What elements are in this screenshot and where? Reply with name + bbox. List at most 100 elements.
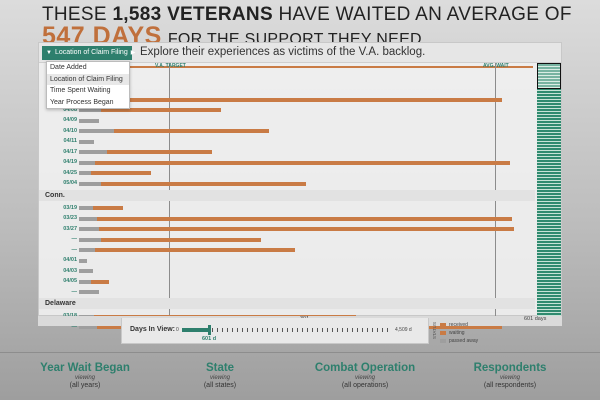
filter-viewing-label: viewing (354, 375, 375, 381)
claim-row[interactable]: — (39, 287, 535, 298)
claim-row[interactable]: 04/19 (39, 157, 535, 168)
filter-viewing-label: viewing (74, 375, 95, 381)
filter-value: (all states) (203, 382, 237, 389)
claim-row[interactable]: 04/03 (39, 266, 535, 277)
claim-row[interactable]: 05/04 (39, 178, 535, 189)
claim-row[interactable]: 04/01 (39, 255, 535, 266)
waiting-bar (101, 108, 221, 112)
claim-row[interactable]: 04/09 (39, 115, 535, 126)
status-legend: STATUS received waiting passed away (432, 320, 502, 346)
legend-item: passed away (440, 338, 478, 344)
claim-date-label: 04/25 (63, 169, 77, 176)
slider-min-label: 0 (176, 327, 179, 333)
claim-row[interactable]: 04/08 (39, 105, 535, 116)
legend-label: received (449, 322, 468, 328)
claim-date-label: 04/08 (63, 106, 77, 113)
days-in-view-label: Days In View: (130, 326, 176, 333)
claim-date-label: 04/09 (63, 117, 77, 123)
pre-claim-bar (79, 258, 87, 263)
filter-respondents[interactable]: Respondents viewing (all respondents) (445, 362, 575, 389)
claim-row[interactable]: 04/05 (39, 276, 535, 287)
legend-swatch (440, 331, 446, 335)
filter-state[interactable]: State viewing (all states) (155, 362, 285, 389)
avg-wait-label: AVG. WAIT (483, 63, 509, 69)
days-slider-fill (182, 328, 210, 332)
filter-combat-operation[interactable]: Combat Operation viewing (all operations) (300, 362, 430, 389)
legend-label: passed away (449, 338, 479, 344)
claim-date-label: — (71, 236, 78, 242)
filter-title: Combat Operation (314, 362, 416, 374)
veteran-count: 1,583 VETERANS (112, 4, 273, 25)
claim-row[interactable]: 03/27 (39, 224, 535, 235)
sort-option[interactable]: Date Added (50, 64, 87, 71)
headline: THESE 1,583 VETERANS HAVE WAITED AN AVER… (42, 4, 571, 51)
claim-date-label: 05/04 (63, 180, 77, 186)
sort-option[interactable]: Location of Claim Filing (47, 73, 129, 85)
sort-dropdown-button[interactable]: ▼ Location of Claim Filing ▶ (42, 46, 135, 60)
days-slider-handle[interactable] (208, 325, 211, 335)
claim-date-label: — (71, 288, 78, 295)
headline-suffix: HAVE WAITED AN AVERAGE OF (272, 4, 572, 25)
claim-row[interactable]: 04/10 (39, 126, 535, 137)
pre-claim-bar (79, 129, 114, 133)
minimap-viewport-handle[interactable] (537, 63, 561, 89)
pre-claim-bar (79, 279, 91, 284)
claim-row[interactable]: — (39, 234, 535, 245)
legend-item: received (440, 322, 468, 328)
pre-claim-bar (79, 108, 101, 112)
slider-value: 601 d (202, 336, 217, 342)
claim-row[interactable]: — (39, 245, 535, 256)
legend-swatch (440, 323, 446, 327)
sort-label: Location of Claim Filing (54, 49, 128, 56)
sort-option[interactable]: Year Process Began (50, 98, 114, 106)
pre-claim-bar (79, 206, 93, 210)
claim-date-label: 04/03 (63, 267, 77, 274)
claim-row[interactable]: 03/23 (39, 213, 535, 224)
claim-row[interactable]: 04/11 (39, 136, 535, 147)
scroll-minimap[interactable] (537, 63, 561, 317)
waiting-bar (95, 160, 510, 165)
chart-top-bar (79, 66, 533, 68)
claim-row[interactable]: 04/25 (39, 168, 535, 179)
headline-line-1: THESE 1,583 VETERANS HAVE WAITED AN AVER… (42, 4, 571, 25)
claim-date-label: 04/17 (63, 148, 77, 155)
pre-claim-bar (79, 269, 93, 273)
pre-claim-bar (79, 227, 99, 231)
pre-claim-bar (79, 216, 97, 221)
sort-option[interactable]: Time Spent Waiting (50, 87, 111, 94)
waiting-bar (101, 181, 306, 186)
pre-claim-bar (79, 150, 107, 154)
filter-value: (all years) (69, 382, 101, 389)
pre-claim-bar (79, 325, 97, 329)
waiting-bar (101, 237, 261, 242)
waiting-bar (93, 206, 123, 210)
waiting-bar (91, 171, 151, 175)
claim-date-label: 04/10 (63, 127, 77, 134)
legend-label: waiting (449, 330, 465, 336)
filter-value: (all respondents) (483, 382, 537, 389)
filter-year-wait-began[interactable]: Year Wait Began viewing (all years) (20, 362, 150, 389)
waiting-bar (114, 129, 269, 133)
filter-value: (all operations) (341, 382, 389, 389)
pre-claim-bar (79, 181, 101, 186)
waiting-bar (97, 216, 512, 221)
days-in-view-control: Days In View: 0 601 d 4,509 d (121, 318, 429, 344)
legend-swatch (440, 339, 446, 343)
slider-max-label: 4,509 d (395, 327, 412, 333)
claim-row[interactable]: 03/19 (39, 203, 535, 214)
claim-row[interactable]: 04/17 (39, 147, 535, 158)
pre-claim-bar (79, 290, 99, 294)
waiting-bar (87, 97, 502, 102)
pre-claim-bar (79, 171, 91, 175)
pre-claim-bar (79, 160, 95, 165)
days-slider-track[interactable] (182, 328, 390, 332)
pre-claim-bar (79, 248, 95, 252)
panel-header: ▼ Location of Claim Filing ▶ Explore the… (39, 43, 561, 63)
claim-date-label: 03/19 (63, 204, 77, 211)
filter-title: Respondents (473, 362, 547, 374)
filter-bar: Year Wait Began viewing (all years) State vi… (0, 352, 600, 400)
waiting-bar (91, 279, 109, 284)
claim-date-label: 03/27 (63, 225, 77, 232)
claim-date-label: — (71, 323, 78, 330)
chevron-down-icon: ▼ (46, 50, 52, 56)
